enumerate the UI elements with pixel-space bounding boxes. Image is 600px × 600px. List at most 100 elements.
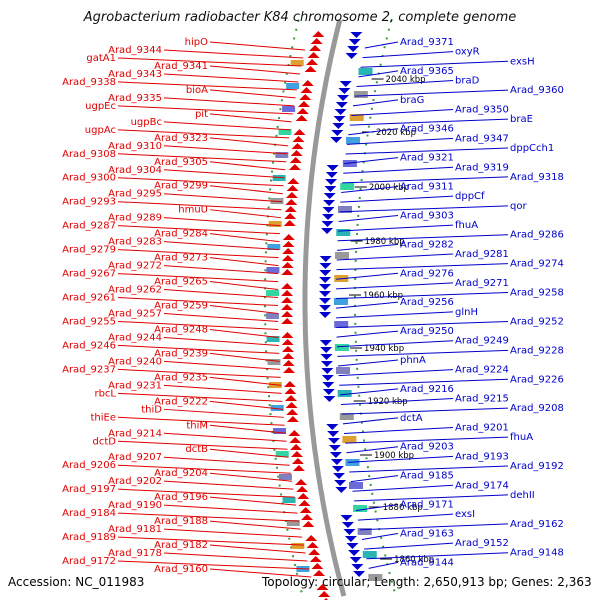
forward-gene-arrow: [281, 332, 294, 338]
forward-gene-arrow: [284, 388, 297, 394]
reverse-gene-arrow: [322, 382, 335, 388]
right-gene-label: Arad_9271: [455, 278, 509, 289]
left-gene-label: Arad_9293: [62, 197, 116, 208]
reverse-gene-arrow: [339, 81, 352, 87]
forward-gene-arrow: [285, 192, 298, 198]
reverse-gene-arrow: [319, 263, 332, 269]
reverse-gene-arrow: [321, 214, 334, 220]
left-gene-label: thiEe: [90, 412, 116, 423]
left-leader-line: [117, 560, 310, 570]
left-gene-label: Arad_9237: [62, 364, 116, 375]
left-leader-line: [209, 448, 289, 458]
left-gene-label: Arad_9284: [154, 229, 208, 240]
reverse-gene-arrow: [327, 431, 340, 437]
left-leader-line: [209, 233, 280, 243]
feature-block: [268, 221, 282, 227]
right-leader-line: [336, 263, 509, 271]
forward-gene-arrow: [283, 381, 296, 387]
reverse-gene-arrow: [326, 165, 339, 171]
reverse-gene-arrow: [319, 340, 332, 346]
feature-block: [266, 290, 280, 296]
forward-gene-arrow: [292, 465, 305, 471]
right-leader-line: [346, 446, 399, 454]
left-gene-label: ugpBc: [131, 117, 162, 128]
left-gene-label: Arad_9273: [154, 253, 208, 264]
right-gene-label: Arad_9228: [510, 345, 564, 356]
feature-block: [278, 474, 292, 480]
right-leader-line: [359, 523, 509, 531]
reverse-gene-arrow: [347, 46, 360, 52]
right-leader-line: [354, 494, 509, 502]
kbp-tick-label: 2040 kbp: [386, 75, 426, 85]
left-leader-line: [117, 416, 285, 426]
right-leader-line: [337, 349, 509, 357]
left-gene-label: Arad_9255: [62, 316, 116, 327]
left-leader-line: [117, 320, 279, 330]
forward-gene-arrow: [283, 220, 296, 226]
forward-gene-arrow: [281, 283, 294, 289]
left-leader-line: [163, 528, 303, 538]
right-leader-line: [344, 157, 399, 165]
left-gene-label: Arad_9261: [62, 293, 116, 304]
feature-block: [334, 344, 349, 351]
reverse-gene-arrow: [323, 396, 336, 402]
reverse-gene-arrow: [335, 487, 348, 493]
left-leader-line: [117, 129, 290, 139]
left-gene-label: Arad_9304: [108, 165, 162, 176]
right-gene-label: Arad_9215: [455, 394, 509, 405]
left-leader-line: [209, 376, 282, 386]
right-leader-line: [355, 504, 399, 512]
forward-gene-arrow: [290, 150, 303, 156]
left-leader-line: [163, 121, 291, 131]
left-leader-line: [163, 169, 285, 179]
forward-gene-arrow: [281, 297, 294, 303]
left-gene-label: hipO: [185, 37, 208, 48]
reverse-gene-arrow: [323, 200, 336, 206]
forward-gene-arrow: [318, 591, 331, 597]
left-gene-label: pit: [195, 109, 208, 120]
feature-block: [346, 137, 361, 144]
left-gene-label: ugpEc: [85, 101, 116, 112]
right-leader-line: [336, 340, 454, 348]
reverse-gene-arrow: [340, 515, 353, 521]
feature-block: [275, 451, 289, 457]
left-gene-label: Arad_9160: [154, 564, 208, 575]
left-leader-line: [117, 225, 280, 235]
forward-gene-arrow: [305, 535, 318, 541]
right-gene-label: Arad_9256: [400, 297, 454, 308]
feature-block: [286, 520, 300, 526]
left-leader-line: [117, 392, 283, 402]
left-leader-line: [209, 544, 306, 554]
left-gene-label: Arad_9190: [108, 500, 162, 511]
right-gene-label: oxyR: [455, 47, 480, 58]
left-leader-line: [117, 440, 288, 450]
left-gene-label: Arad_9289: [108, 213, 162, 224]
feature-block: [362, 551, 377, 558]
forward-gene-arrow: [308, 549, 321, 555]
left-gene-label: Arad_9259: [154, 301, 208, 312]
left-gene-label: Arad_9335: [108, 93, 162, 104]
left-leader-line: [163, 432, 287, 442]
reverse-gene-arrow: [320, 354, 333, 360]
reverse-gene-arrow: [319, 291, 332, 297]
left-gene-label: Arad_9189: [62, 532, 116, 543]
right-leader-line: [343, 426, 454, 434]
right-gene-label: dppCf: [455, 191, 485, 202]
feature-block: [349, 482, 364, 489]
feature-block: [357, 528, 372, 535]
forward-gene-arrow: [281, 269, 294, 275]
left-leader-line: [209, 281, 279, 291]
feature-block: [368, 574, 383, 581]
left-gene-label: Arad_9341: [154, 61, 208, 72]
right-gene-label: fhuA: [510, 432, 533, 443]
left-leader-line: [209, 400, 284, 410]
right-gene-label: Arad_9249: [455, 336, 509, 347]
feature-block: [278, 129, 292, 135]
forward-gene-arrow: [304, 66, 317, 72]
reverse-gene-arrow: [345, 53, 358, 59]
left-leader-line: [117, 536, 304, 546]
forward-gene-arrow: [295, 115, 308, 121]
kbp-tick-label: 1960 kbp: [363, 291, 403, 301]
forward-gene-arrow: [297, 493, 310, 499]
right-leader-line: [357, 513, 454, 521]
